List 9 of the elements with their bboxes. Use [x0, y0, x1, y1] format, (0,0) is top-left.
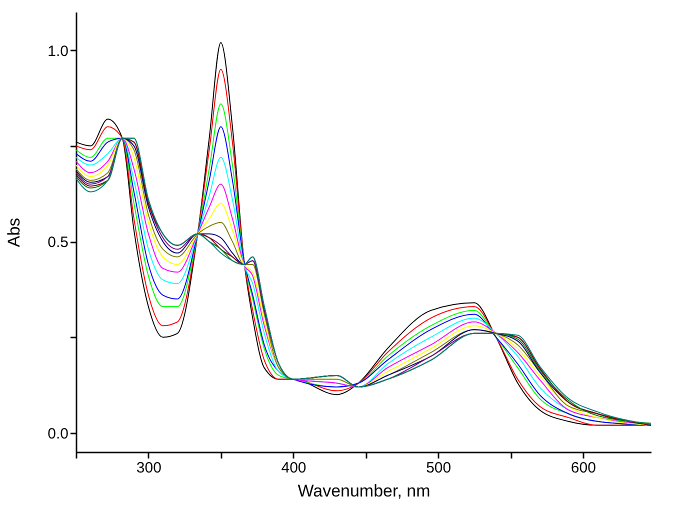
x-tick-label: 300	[136, 460, 162, 476]
y-tick-label: 0.5	[48, 234, 68, 252]
x-tick-label: 600	[570, 460, 596, 476]
y-tick-label: 0.0	[48, 425, 68, 442]
x-tick-label: 500	[426, 460, 452, 476]
x-axis-title: Wavenumber, nm	[298, 482, 430, 500]
x-tick-label: 400	[281, 460, 306, 476]
y-tick-label: 1.0	[48, 42, 68, 60]
y-axis-title: Abs	[4, 218, 24, 248]
